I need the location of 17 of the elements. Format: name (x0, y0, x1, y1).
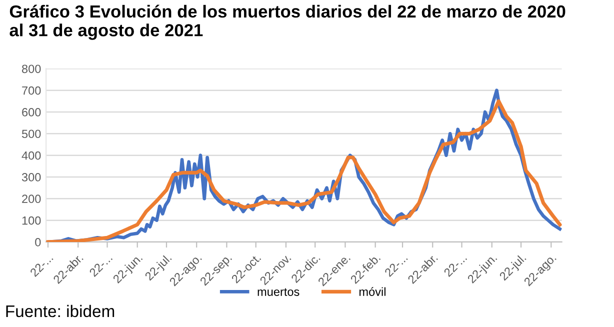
y-tick-label: 300 (22, 173, 41, 182)
y-tick-label: 400 (22, 151, 41, 160)
y-tick-label: 500 (22, 130, 41, 138)
legend-label: muertos (258, 288, 300, 296)
y-tick-label: 200 (22, 194, 41, 204)
legend-label: móvil (359, 287, 386, 296)
x-tick-label: 22-... (443, 253, 468, 278)
y-tick-label: 800 (22, 64, 41, 74)
y-tick-label: 100 (22, 216, 41, 225)
y-tick-label: 700 (22, 86, 41, 95)
x-tick-label: 22-... (384, 253, 408, 278)
y-tick-label: 0 (35, 238, 41, 246)
x-tick-label: 22-... (30, 253, 54, 278)
chart-title: Gráfico 3 Evolución de los muertos diarios del 22 de marzo de 2020 al 31 de agosto de 2021 (10, 4, 566, 40)
y-tick-label: 600 (22, 108, 41, 116)
x-tick-label: 22-... (88, 253, 113, 278)
source-note: Fuente: ibidem (6, 304, 114, 318)
